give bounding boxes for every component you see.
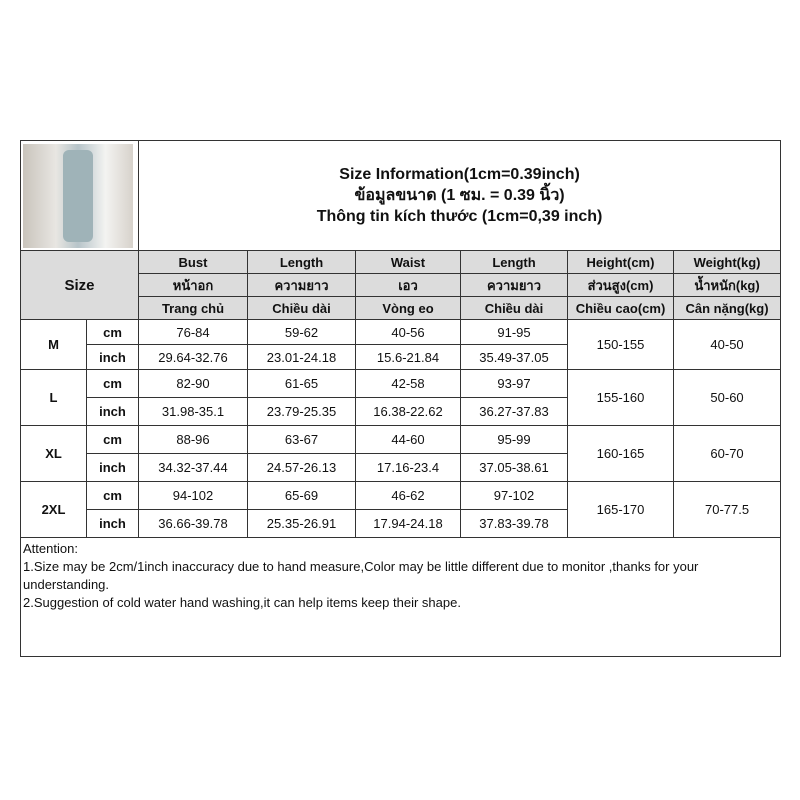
- measurement-cell: 76-84: [138, 319, 248, 345]
- measurement-cell: 23.01-24.18: [247, 344, 356, 370]
- header-row: หน้าอก ความยาว เอว ความยาว ส่วนสูง(cm) น้ำหนั…: [21, 273, 782, 297]
- unit-label: inch: [86, 453, 139, 482]
- measurement-cell: 35.49-37.05: [460, 344, 568, 370]
- column-header: Chiều cao(cm): [567, 296, 674, 320]
- measurement-cell: 15.6-21.84: [355, 344, 461, 370]
- attention-heading: Attention:: [23, 541, 78, 556]
- table-row: XL cm 88-96 63-67 44-60 95-99 160-165 60-70: [20, 425, 782, 482]
- measurement-cell: 29.64-32.76: [138, 344, 248, 370]
- column-header: Chiều dài: [460, 296, 568, 320]
- column-header: Cân nặng(kg): [672, 296, 782, 320]
- column-header: Length: [460, 250, 568, 274]
- column-header: Height(cm): [567, 250, 674, 274]
- attention-note-2: 2.Suggestion of cold water hand washing,…: [23, 595, 461, 610]
- column-header: Chiều dài: [247, 296, 356, 320]
- unit-label: cm: [86, 425, 139, 454]
- table-row: inch 36.66-39.78 25.35-26.91 17.94-24.18 37.…: [21, 509, 781, 538]
- measurement-cell: 40-56: [355, 319, 461, 345]
- column-header: Waist: [355, 250, 461, 274]
- weight-cell: 60-70: [672, 425, 782, 482]
- column-header: ส่วนสูง(cm): [567, 273, 674, 297]
- unit-label: cm: [86, 481, 139, 510]
- measurement-cell: 94-102: [138, 481, 248, 510]
- unit-label: cm: [86, 369, 139, 398]
- product-photo: [20, 140, 139, 251]
- measurement-cell: 37.83-39.78: [460, 509, 568, 538]
- weight-cell: 50-60: [672, 369, 782, 426]
- column-header: เอว: [355, 273, 461, 297]
- measurement-cell: 97-102: [460, 481, 568, 510]
- measurement-cell: 25.35-26.91: [247, 509, 356, 538]
- table-row: 2XL cm 94-102 65-69 46-62 97-102 165-170 70-77.…: [20, 481, 782, 538]
- measurement-cell: 59-62: [247, 319, 356, 345]
- unit-label: cm: [86, 319, 139, 345]
- unit-label: inch: [86, 509, 139, 538]
- size-label: L: [20, 369, 87, 426]
- unit-label: inch: [86, 397, 139, 426]
- column-header: Length: [247, 250, 356, 274]
- weight-cell: 40-50: [672, 319, 782, 370]
- height-cell: 150-155: [567, 319, 674, 370]
- column-header: น้ำหนัก(kg): [672, 273, 782, 297]
- column-header: Vòng eo: [355, 296, 461, 320]
- size-chart: Size Information(1cm=0.39inch) ข้อมูลขนา…: [19, 140, 782, 657]
- measurement-cell: 24.57-26.13: [247, 453, 356, 482]
- attention-notes: Attention: 1.Size may be 2cm/1inch inacc…: [19, 537, 782, 657]
- table-row: inch 29.64-32.76 23.01-24.18 15.6-21.84 35.4…: [21, 344, 781, 370]
- column-header: ความยาว: [460, 273, 568, 297]
- unit-label: inch: [86, 344, 139, 370]
- column-header: Weight(kg): [672, 250, 782, 274]
- measurement-cell: 88-96: [138, 425, 248, 454]
- header-row: Size Bust Length Waist Length Height(cm) Weigh…: [20, 250, 782, 320]
- measurement-cell: 16.38-22.62: [355, 397, 461, 426]
- title-english: Size Information(1cm=0.39inch): [339, 166, 580, 183]
- size-header: Size: [20, 250, 139, 320]
- title-vietnamese: Thông tin kích thước (1cm=0,39 inch): [316, 208, 603, 225]
- size-label: 2XL: [20, 481, 87, 538]
- height-cell: 155-160: [567, 369, 674, 426]
- column-header: Bust: [138, 250, 248, 274]
- measurement-cell: 95-99: [460, 425, 568, 454]
- header-row: Trang chủ Chiều dài Vòng eo Chiều dài Chiều …: [21, 296, 782, 320]
- measurement-cell: 63-67: [247, 425, 356, 454]
- size-label: M: [20, 319, 87, 370]
- title-thai: ข้อมูลขนาด (1 ซม. = 0.39 นิ้ว): [354, 187, 565, 204]
- measurement-cell: 61-65: [247, 369, 356, 398]
- measurement-cell: 93-97: [460, 369, 568, 398]
- measurement-cell: 91-95: [460, 319, 568, 345]
- measurement-cell: 34.32-37.44: [138, 453, 248, 482]
- weight-cell: 70-77.5: [672, 481, 782, 538]
- measurement-cell: 36.27-37.83: [460, 397, 568, 426]
- size-table: Size Information(1cm=0.39inch) ข้อมูลขนา…: [19, 140, 782, 657]
- height-cell: 165-170: [567, 481, 674, 538]
- measurement-cell: 17.94-24.18: [355, 509, 461, 538]
- measurement-cell: 17.16-23.4: [355, 453, 461, 482]
- attention-note-1: 1.Size may be 2cm/1inch inaccuracy due t…: [23, 559, 699, 592]
- height-cell: 160-165: [567, 425, 674, 482]
- column-header: ความยาว: [247, 273, 356, 297]
- measurement-cell: 46-62: [355, 481, 461, 510]
- size-label: XL: [20, 425, 87, 482]
- measurement-cell: 42-58: [355, 369, 461, 398]
- column-header: หน้าอก: [138, 273, 248, 297]
- measurement-cell: 65-69: [247, 481, 356, 510]
- column-header: Trang chủ: [138, 296, 248, 320]
- measurement-cell: 36.66-39.78: [138, 509, 248, 538]
- chart-title: Size Information(1cm=0.39inch) ข้อมูลขนา…: [137, 140, 782, 251]
- measurement-cell: 44-60: [355, 425, 461, 454]
- measurement-cell: 23.79-25.35: [247, 397, 356, 426]
- measurement-cell: 31.98-35.1: [138, 397, 248, 426]
- measurement-cell: 37.05-38.61: [460, 453, 568, 482]
- measurement-cell: 82-90: [138, 369, 248, 398]
